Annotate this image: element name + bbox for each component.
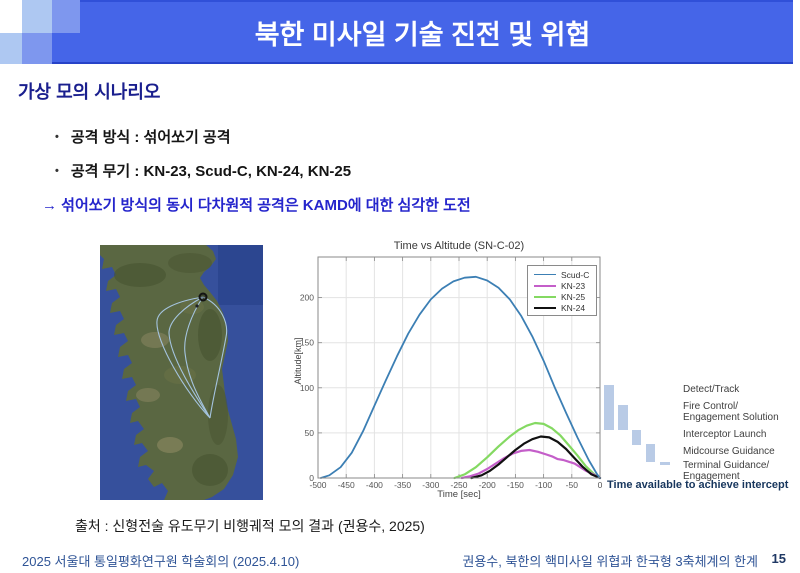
svg-text:100: 100 — [300, 383, 314, 393]
intercept-timeline-caption: Time available to achieve intercept — [607, 479, 789, 491]
svg-text:200: 200 — [300, 293, 314, 303]
svg-text:-450: -450 — [338, 480, 355, 490]
korea-satellite-map — [100, 245, 263, 500]
svg-text:-300: -300 — [422, 480, 439, 490]
svg-text:150: 150 — [300, 338, 314, 348]
legend-line-swatch — [534, 306, 556, 309]
slide-title: 북한 미사일 기술 진전 및 위협 — [254, 19, 591, 50]
sea-area-northeast — [218, 245, 263, 305]
slide-title-bar: 북한 미사일 기술 진전 및 위협 — [52, 0, 793, 64]
bullet-attack-method: • 공격 방식 : 섞어쏘기 공격 — [55, 126, 231, 147]
missile-trajectories — [156, 296, 228, 419]
intercept-window-bar — [604, 385, 614, 430]
bullet-dot-icon: • — [55, 131, 59, 143]
decor-square-medium-2 — [22, 33, 52, 64]
phase-label-interceptor-launch: Interceptor Launch — [683, 429, 767, 440]
chart-x-axis-label: Time [sec] — [437, 489, 481, 500]
intercept-window-bar — [646, 444, 655, 462]
svg-text:-350: -350 — [394, 480, 411, 490]
source-citation: 출처 : 신형전술 유도무기 비행궤적 모의 결과 (권용수, 2025) — [75, 518, 425, 534]
korea-map-image — [100, 245, 263, 500]
intercept-window-bar — [618, 405, 628, 430]
legend-item: KN-24 — [534, 302, 589, 313]
legend-label: KN-24 — [561, 302, 586, 313]
legend-item: KN-25 — [534, 291, 589, 302]
phase-label-midcourse-guidance: Midcourse Guidance — [683, 446, 775, 457]
section-heading: 가상 모의 시나리오 — [18, 82, 161, 102]
bullet-attack-method-text: 공격 방식 : 섞어쏘기 공격 — [70, 129, 231, 146]
phase-label-terminal-guidance: Terminal Guidance/ Engagement — [683, 460, 770, 482]
decor-square-light-2 — [0, 33, 22, 64]
legend-label: Scud-C — [561, 269, 590, 280]
legend-label: KN-25 — [561, 291, 586, 302]
secondary-point-marker — [195, 304, 199, 308]
footer-conference: 2025 서울대 통일평화연구원 학술회의 (2025.4.10) — [22, 554, 300, 569]
terrain-texture — [114, 253, 228, 486]
legend-label: KN-23 — [561, 280, 586, 291]
legend-item: Scud-C — [534, 269, 590, 280]
svg-text:-100: -100 — [535, 480, 552, 490]
decor-square-light-1 — [22, 0, 52, 33]
decor-square-medium-1 — [52, 0, 80, 33]
legend-item: KN-23 — [534, 280, 589, 291]
bullet-attack-weapons-text: 공격 무기 : KN-23, Scud-C, KN-24, KN-25 — [70, 163, 352, 180]
bullet-dot-icon: • — [55, 165, 59, 177]
phase-label-fire-control: Fire Control/ Engagement Solution — [683, 401, 779, 423]
svg-text:-200: -200 — [479, 480, 496, 490]
svg-text:0: 0 — [598, 480, 603, 490]
intercept-window-bar — [632, 430, 641, 445]
svg-text:-400: -400 — [366, 480, 383, 490]
conclusion-statement: → 섞어쏘기 방식의 동시 다차원적 공격은 KAMD에 대한 심각한 도전 — [42, 197, 471, 214]
svg-text:-500: -500 — [309, 480, 326, 490]
phase-label-detect-track: Detect/Track — [683, 384, 740, 395]
chart-title: Time vs Altitude (SN-C-02) — [393, 240, 525, 252]
svg-text:-250: -250 — [450, 480, 467, 490]
footer-paper-title: 권용수, 북한의 핵미사일 위협과 한국형 3축체계의 한계 — [462, 554, 758, 569]
intercept-window-bar — [660, 462, 670, 465]
svg-text:-50: -50 — [566, 480, 579, 490]
svg-text:-150: -150 — [507, 480, 524, 490]
legend-line-swatch — [534, 295, 556, 298]
svg-text:0: 0 — [309, 473, 314, 483]
chart-legend: Scud-C KN-23 KN-25 KN-24 — [527, 265, 598, 316]
legend-line-swatch — [534, 284, 556, 287]
bullet-attack-weapons: • 공격 무기 : KN-23, Scud-C, KN-24, KN-25 — [55, 160, 351, 181]
svg-text:50: 50 — [305, 428, 315, 438]
legend-line-swatch — [534, 274, 556, 275]
page-number: 15 — [771, 551, 786, 566]
launch-point-marker — [198, 292, 208, 302]
